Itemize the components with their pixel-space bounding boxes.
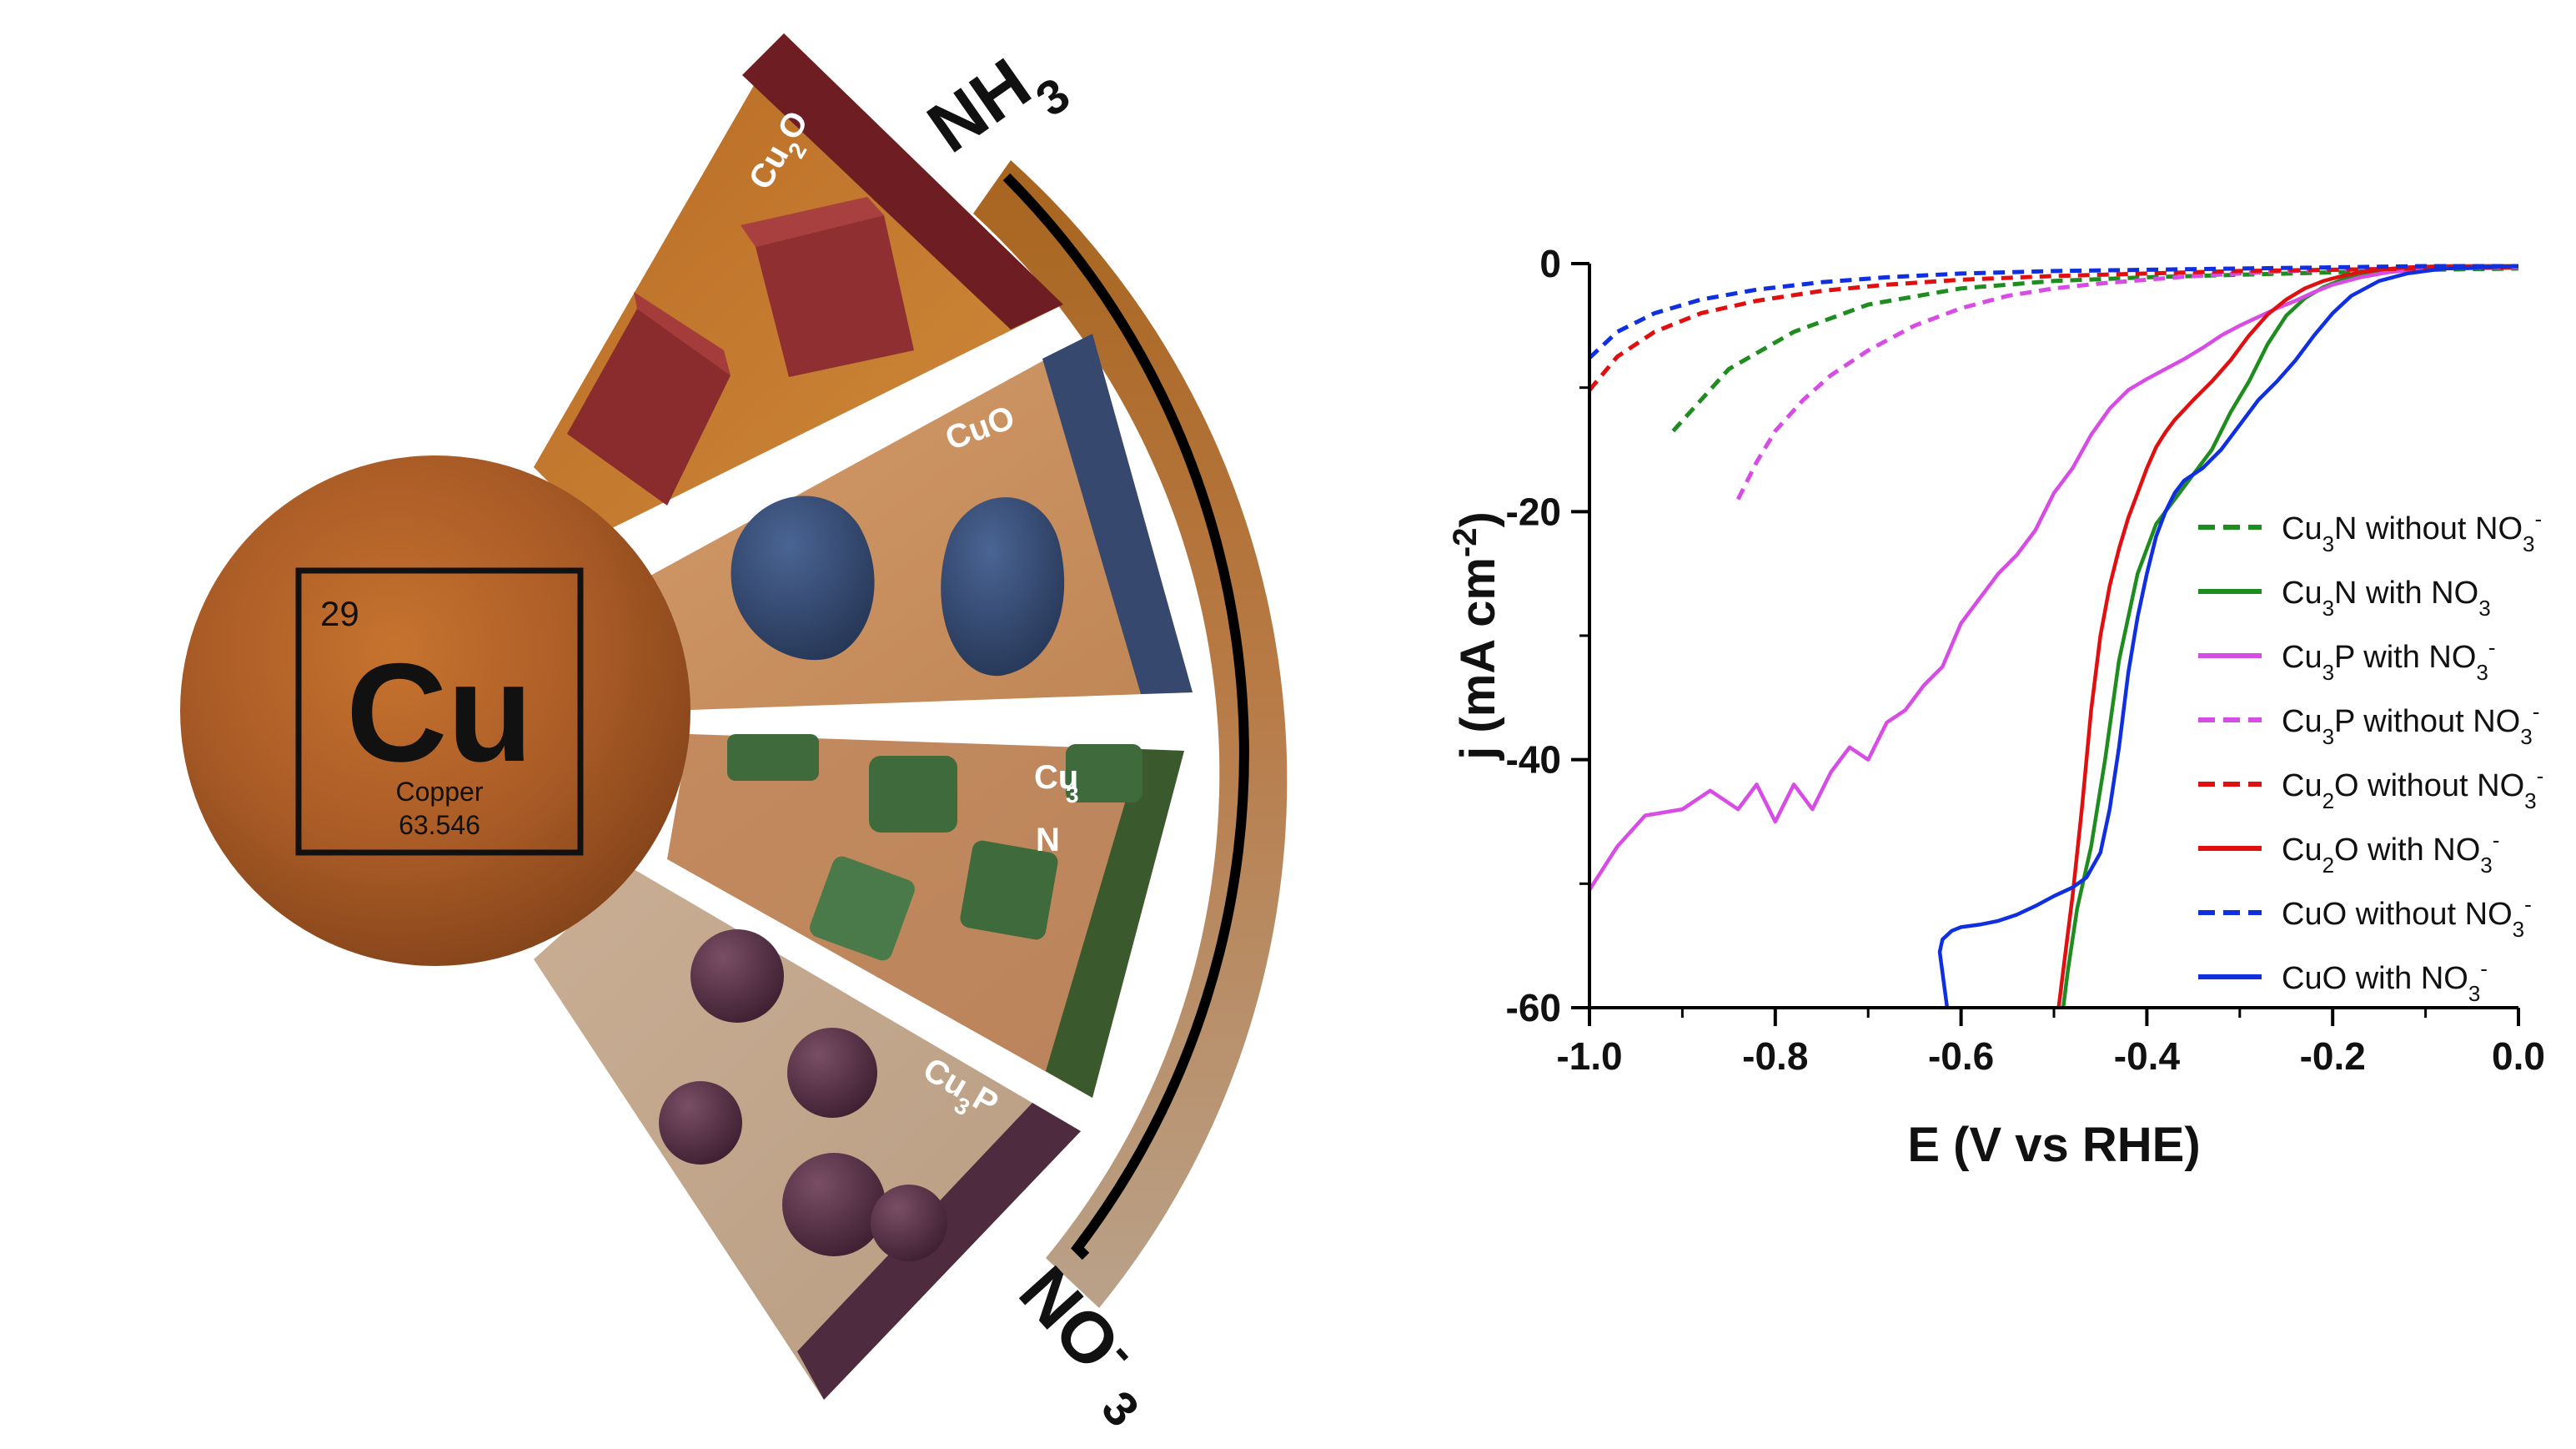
product-label: NH3 xyxy=(914,28,1079,186)
legend-label: CuO with NO3- xyxy=(2282,956,2488,1006)
y-axis-label: j (mA cm-2) xyxy=(1447,511,1505,761)
sector-cuo-band xyxy=(1042,334,1193,694)
sector-cuo: CuO xyxy=(650,334,1193,711)
element-symbol: Cu xyxy=(346,634,533,791)
y-tick-label: -20 xyxy=(1506,490,1561,533)
sector-cu2o-band xyxy=(742,33,1063,330)
chart: -1.0 -0.8 -0.6 -0.4 -0.2 0.0 0 -20 -40 -60 E (V v… xyxy=(1447,242,2545,1172)
sector-cu3n: Cu 3 N xyxy=(667,734,1184,1098)
x-tick-label: -0.4 xyxy=(2114,1034,2181,1078)
reactant-label-sub: 3 xyxy=(1091,1381,1149,1436)
element-name: Copper xyxy=(396,777,484,807)
copper-disc: 29 Cu Copper 63.546 xyxy=(180,455,690,966)
sphere-particle xyxy=(787,1028,877,1118)
series-line xyxy=(1589,265,2518,892)
cube-particle xyxy=(567,292,731,506)
x-tick-label: -0.6 xyxy=(1928,1034,1994,1078)
tick-layer: -1.0 -0.8 -0.6 -0.4 -0.2 0.0 0 -20 -40 -60 xyxy=(1506,242,2545,1078)
legend-label: Cu3P without NO3- xyxy=(2282,699,2539,749)
legend-label: Cu3N without NO3- xyxy=(2282,506,2542,556)
blob-particle xyxy=(941,497,1065,677)
element-tile xyxy=(295,567,584,856)
series-line xyxy=(1735,265,2519,501)
sector-label-cu3n-tail: N xyxy=(1036,822,1060,858)
series-line xyxy=(2056,264,2518,1009)
cube-particle xyxy=(1066,744,1142,802)
sphere-particle xyxy=(659,1081,742,1165)
y-tick-label: -60 xyxy=(1506,986,1561,1029)
series-layer xyxy=(1589,264,2519,1009)
reaction-arc-edge xyxy=(1002,173,1249,1260)
legend-label: Cu2O without NO3- xyxy=(2282,763,2543,813)
cube-particle xyxy=(741,197,914,377)
legend-label: CuO without NO3- xyxy=(2282,892,2532,942)
x-tick-label: 0.0 xyxy=(2492,1034,2545,1078)
x-axis-label: E (V vs RHE) xyxy=(1907,1118,2200,1172)
blob-particle xyxy=(731,496,875,661)
reactant-label: NO- xyxy=(1004,1247,1151,1396)
legend: Cu3N without NO3- Cu3N with NO3 Cu3P with … xyxy=(2198,506,2543,1006)
x-tick-label: -0.8 xyxy=(1742,1034,1808,1078)
sector-cu3p-band xyxy=(797,1103,1081,1400)
sector-label-cu3n-sub: 3 xyxy=(1066,782,1079,808)
sphere-particle xyxy=(871,1185,947,1261)
legend-label: Cu3N with NO3 xyxy=(2282,576,2491,621)
y-tick-label: 0 xyxy=(1539,242,1561,285)
sector-cu3n-band xyxy=(1046,749,1184,1098)
series-line xyxy=(1589,265,2519,392)
x-tick-label: -0.2 xyxy=(2300,1034,2366,1078)
sphere-particle xyxy=(782,1153,886,1256)
cube-particle xyxy=(727,734,819,781)
sector-label-cu3n: Cu xyxy=(1034,759,1078,796)
element-number: 29 xyxy=(320,594,359,633)
cube-particle xyxy=(960,840,1058,940)
legend-label: Cu3P with NO3- xyxy=(2282,635,2496,685)
sector-cu2o: Cu2O xyxy=(534,33,1063,534)
sector-cu3p: Cu3P xyxy=(534,869,1081,1400)
element-mass: 63.546 xyxy=(399,810,480,840)
cube-particle xyxy=(810,856,915,961)
y-tick-label: -40 xyxy=(1506,738,1561,782)
sphere-particle xyxy=(690,929,784,1023)
x-tick-label: -1.0 xyxy=(1556,1034,1622,1078)
cube-particle xyxy=(869,756,957,833)
plot-area xyxy=(1589,264,2519,1009)
legend-label: Cu2O with NO3- xyxy=(2282,828,2499,878)
reaction-arc xyxy=(973,160,1288,1308)
illustration: Cu2O CuO Cu 3 N xyxy=(180,28,1288,1437)
series-line xyxy=(1937,264,2519,1009)
series-line xyxy=(1589,264,2518,360)
